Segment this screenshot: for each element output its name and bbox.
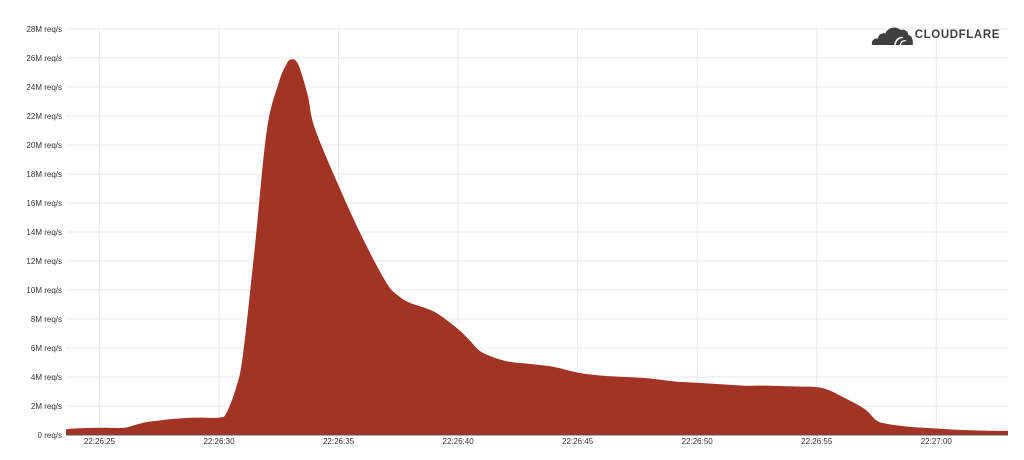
x-tick-label: 22:26:45 (562, 437, 594, 446)
y-tick-label: 0 req/s (38, 431, 62, 440)
y-tick-label: 18M req/s (26, 170, 62, 179)
y-tick-label: 6M req/s (31, 344, 62, 353)
y-tick-label: 14M req/s (26, 228, 62, 237)
requests-area (66, 59, 1008, 435)
y-tick-label: 20M req/s (26, 141, 62, 150)
cloudflare-cloud-icon (871, 27, 913, 46)
cloudflare-logo: CLOUDFLARE (870, 22, 1000, 48)
y-axis-ticks: 0 req/s 2M req/s 4M req/s 6M req/s 8M req/s 1… (26, 25, 62, 440)
y-tick-label: 22M req/s (26, 112, 62, 121)
x-tick-label: 22:26:30 (203, 437, 235, 446)
y-tick-label: 12M req/s (26, 257, 62, 266)
y-tick-label: 2M req/s (31, 402, 62, 411)
y-tick-label: 8M req/s (31, 315, 62, 324)
x-tick-label: 22:26:35 (323, 437, 355, 446)
y-tick-label: 26M req/s (26, 54, 62, 63)
y-tick-label: 28M req/s (26, 25, 62, 34)
cloudflare-wordmark: CLOUDFLARE (914, 29, 1000, 41)
y-tick-label: 16M req/s (26, 199, 62, 208)
x-tick-label: 22:26:40 (443, 437, 475, 446)
x-axis-ticks: 22:26:25 22:26:30 22:26:35 22:26:40 22:26:45… (84, 437, 952, 446)
y-tick-label: 24M req/s (26, 83, 62, 92)
x-tick-label: 22:26:50 (682, 437, 714, 446)
x-tick-label: 22:27:00 (921, 437, 953, 446)
x-tick-label: 22:26:25 (84, 437, 116, 446)
y-tick-label: 4M req/s (31, 373, 62, 382)
x-tick-label: 22:26:55 (801, 437, 833, 446)
y-tick-label: 10M req/s (26, 286, 62, 295)
